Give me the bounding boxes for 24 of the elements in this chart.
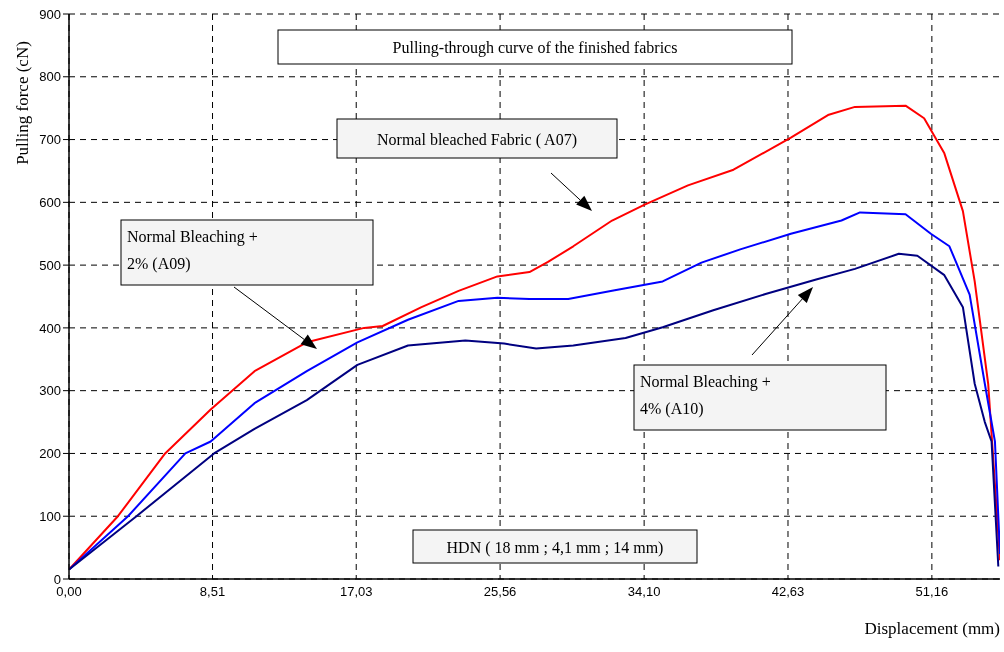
- x-tick-label: 51,16: [915, 584, 949, 600]
- y-tick-label: 200: [39, 446, 61, 462]
- x-axis-title: Displacement (mm): [864, 619, 1000, 638]
- annotation: Normal Bleaching + 4% (A10): [640, 373, 771, 418]
- y-tick-label: 900: [39, 6, 61, 22]
- annotation: Normal Bleaching + 2% (A09): [127, 228, 258, 273]
- x-tick-label: 25,56: [483, 584, 517, 600]
- annotation: HDN ( 18 mm ; 4,1 mm ; 14 mm): [446, 538, 664, 557]
- annotation: Normal bleached Fabric ( A07): [377, 130, 577, 149]
- x-tick-label: 8,51: [199, 584, 226, 600]
- y-tick-label: 500: [39, 257, 61, 273]
- y-tick-label: 700: [39, 132, 61, 148]
- y-tick-label: 400: [39, 320, 61, 336]
- x-tick-label: 0,00: [56, 584, 82, 600]
- text: Pulling-through curve of the finished fabrics: [392, 39, 678, 57]
- x-tick-label: 34,10: [627, 584, 661, 600]
- y-tick-label: 600: [39, 194, 61, 210]
- x-tick-label: 17,03: [339, 584, 373, 600]
- y-tick-label: 100: [39, 508, 61, 524]
- y-tick-label: 800: [39, 69, 61, 85]
- y-tick-label: 300: [39, 383, 61, 399]
- y-axis-title: Pulling force (cN): [13, 41, 32, 165]
- y-tick-label: 0: [53, 571, 61, 587]
- x-tick-label: 42,63: [771, 584, 805, 600]
